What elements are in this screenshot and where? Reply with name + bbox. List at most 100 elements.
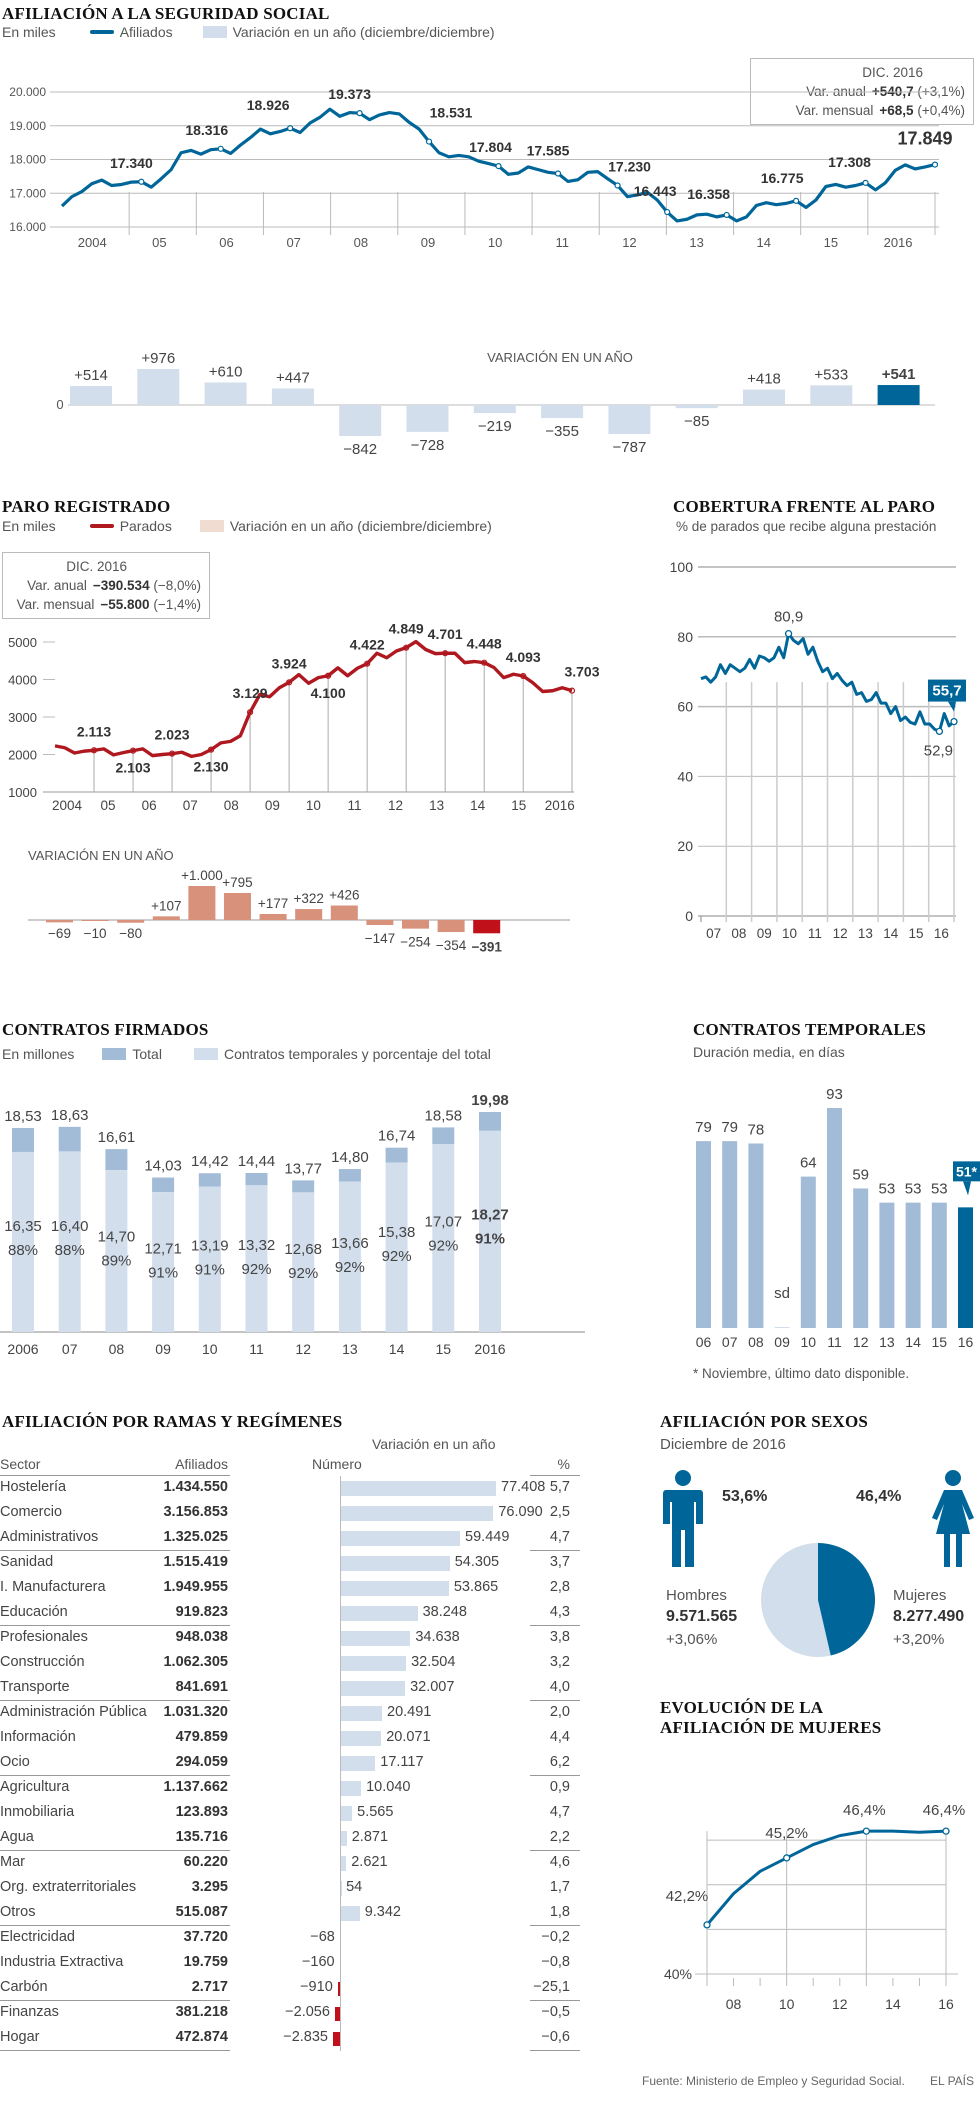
temporales-bar — [385, 1162, 408, 1332]
afiliados-variation-chart: 0 VARIACIÓN EN UN AÑO +514 +976 +610 +447 −842… — [56, 350, 935, 458]
x-tick-label: 11 — [249, 1341, 264, 1357]
pct-value: 3,8 — [549, 1629, 570, 1645]
temporales-label: 14,70 — [98, 1228, 136, 1245]
total-bar — [292, 1180, 315, 1193]
infobox-date: DIC. 2016 — [66, 559, 127, 574]
sector-name: Comercio — [0, 1504, 63, 1520]
table-row: Inmobiliaria 123.893 5.565 4,7 — [0, 1801, 580, 1826]
table-row: Transporte 841.691 32.007 4,0 — [0, 1676, 580, 1701]
x-tick-label: 12 — [295, 1341, 311, 1357]
numero-value: 53.865 — [453, 1579, 499, 1595]
legend-total-swatch — [102, 1048, 127, 1060]
sector-name: Profesionales — [0, 1629, 88, 1645]
hombres-label: Hombres — [666, 1587, 727, 1604]
variation-bar — [341, 1906, 360, 1921]
mujeres-label: Mujeres — [893, 1587, 947, 1604]
pct-value: 3,2 — [549, 1654, 570, 1670]
temporales-bar — [105, 1170, 128, 1332]
data-label: 4.422 — [350, 637, 385, 653]
total-label: 18,63 — [51, 1107, 89, 1124]
parados-variation-chart: VARIACIÓN EN UN AÑO −69 −10 −80 +107+1.000 +7… — [28, 848, 570, 954]
pct-value: −0,8 — [541, 1954, 570, 1970]
x-tick-label: 06 — [219, 235, 233, 250]
variation-bar — [341, 1681, 406, 1696]
bar-label: 93 — [826, 1086, 843, 1103]
pct-value: 6,2 — [549, 1754, 570, 1770]
data-label: 17.230 — [608, 158, 651, 174]
table-row: Comercio 3.156.853 76.090 2,5 — [0, 1501, 580, 1526]
data-label: 2.103 — [116, 760, 151, 776]
variation-title: VARIACIÓN EN UN AÑO — [28, 848, 174, 863]
brand-logo: EL PAÍS — [930, 2074, 975, 2088]
bar-label: 79 — [695, 1119, 712, 1136]
data-label: 19.373 — [328, 86, 371, 102]
afiliados-value: 1.949.955 — [163, 1579, 228, 1595]
x-tick-label: 05 — [101, 798, 116, 813]
variation-bar — [341, 1731, 382, 1746]
data-point — [495, 163, 502, 170]
data-label: 4.448 — [467, 636, 502, 652]
total-label: 13,77 — [284, 1160, 322, 1177]
afiliados-value: 1.062.305 — [163, 1654, 228, 1670]
data-label: 45,2% — [765, 1825, 808, 1842]
data-label: 42,2% — [666, 1888, 709, 1905]
x-tick-label: 13 — [429, 798, 444, 813]
variation-bar — [473, 405, 516, 414]
duration-bar — [722, 1141, 738, 1328]
x-tick-label: 13 — [879, 1334, 895, 1350]
table-row: Mar 60.220 2.621 4,6 — [0, 1851, 580, 1876]
temporales-footnote: * Noviembre, último dato disponible. — [693, 1366, 910, 1381]
bar-label: 59 — [852, 1166, 869, 1183]
x-tick-label: 10 — [801, 1334, 817, 1350]
total-label: 14,80 — [331, 1149, 369, 1166]
y-tick-label: 0 — [685, 908, 693, 924]
cobertura-line — [700, 632, 955, 733]
data-point — [950, 717, 958, 726]
data-label: 3.924 — [272, 655, 307, 671]
row-separator — [530, 1700, 580, 1701]
data-point — [356, 110, 363, 117]
row-separator — [0, 1625, 230, 1626]
temporales-bar — [245, 1185, 268, 1332]
variation-bar — [330, 905, 358, 920]
hombres-pct: 53,6% — [722, 1488, 768, 1505]
table-row: Construcción 1.062.305 32.504 3,2 — [0, 1651, 580, 1676]
zero-axis — [340, 1476, 341, 2051]
temporales-label: 18,27 — [471, 1206, 509, 1223]
x-tick-label: 07 — [62, 1341, 78, 1357]
source-note: Fuente: Ministerio de Empleo y Seguridad… — [642, 2074, 905, 2088]
anual-label: Var. anual — [27, 578, 87, 593]
x-tick-label: 11 — [808, 926, 822, 941]
row-separator — [0, 1850, 230, 1851]
variation-bar — [473, 920, 501, 934]
variation-label: +1.000 — [181, 868, 223, 883]
duration-bar — [853, 1188, 869, 1328]
total-label: 16,74 — [378, 1128, 416, 1145]
percentage-label: 91% — [195, 1262, 225, 1279]
temporales-bar — [58, 1151, 81, 1332]
temporales-label: 12,68 — [284, 1241, 322, 1258]
pct-value: 4,4 — [549, 1729, 570, 1745]
x-tick-label: 16 — [958, 1334, 974, 1350]
variation-bar — [70, 386, 112, 405]
afiliados-value: 294.059 — [175, 1754, 228, 1770]
total-label: 18,53 — [4, 1108, 42, 1125]
total-bar — [152, 1177, 175, 1193]
numero-value: 54.305 — [454, 1554, 500, 1570]
variation-bar — [341, 1756, 376, 1771]
pct-value: 2,5 — [549, 1504, 570, 1520]
data-point — [931, 161, 939, 168]
percentage-label: 92% — [428, 1238, 458, 1255]
total-label: 14,03 — [144, 1158, 182, 1175]
units-label: En millones — [2, 1046, 75, 1062]
temporales-bar — [292, 1192, 315, 1332]
sector-name: Industria Extractiva — [0, 1954, 124, 1970]
sector-name: Agricultura — [0, 1779, 70, 1795]
data-label: 46,4% — [843, 1802, 886, 1819]
data-label: 2.023 — [155, 727, 190, 743]
temporales-label: 13,66 — [331, 1235, 369, 1252]
data-point — [287, 125, 294, 132]
parados-line — [54, 639, 573, 759]
percentage-label: 88% — [8, 1242, 38, 1259]
x-tick-label: 05 — [152, 235, 166, 250]
